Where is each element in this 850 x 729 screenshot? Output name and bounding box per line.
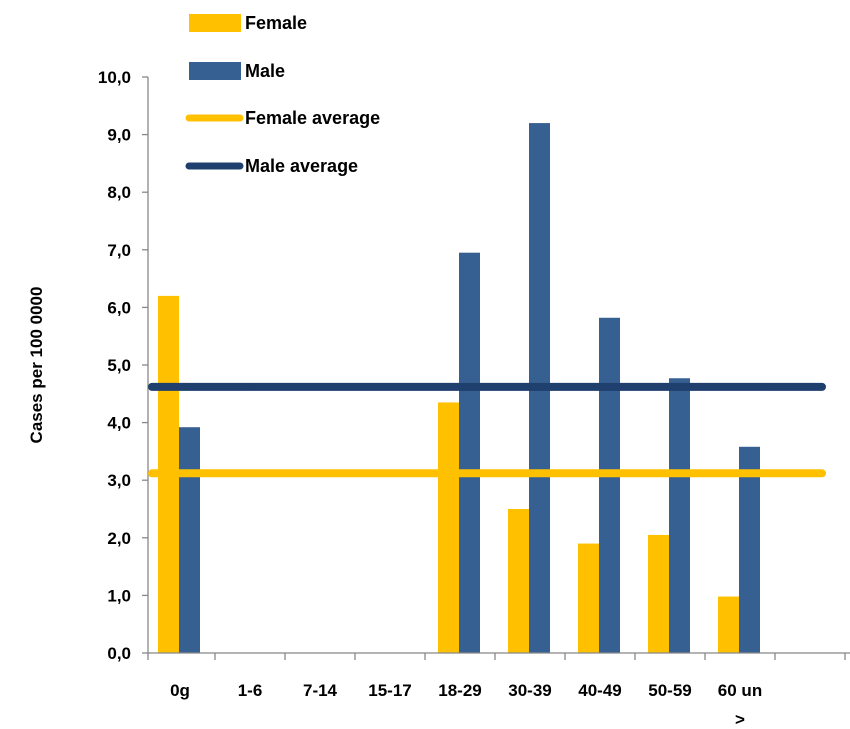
bar-female-5: [438, 402, 459, 653]
bar-layer: [158, 123, 760, 653]
x-tick-label: 1-6: [238, 681, 263, 700]
average-lines: [148, 382, 826, 478]
y-tick-label: 3,0: [107, 471, 131, 490]
bar-female-7: [578, 543, 599, 653]
y-tick-label: 8,0: [107, 183, 131, 202]
y-tick-label: 1,0: [107, 586, 131, 605]
legend-label-male: Male: [245, 61, 285, 81]
y-tick-label: 6,0: [107, 298, 131, 317]
x-tick-label: 60 un: [718, 681, 762, 700]
bar-female-9: [718, 596, 739, 653]
x-tick-label: 0g: [170, 681, 190, 700]
x-tick-label: 7-14: [303, 681, 338, 700]
y-tick-label: 0,0: [107, 644, 131, 663]
y-tick-label: 9,0: [107, 126, 131, 145]
legend-swatch-male: [189, 62, 241, 80]
x-tick-label: 18-29: [438, 681, 481, 700]
y-axis-ticks: 0,0 1,0 2,0 3,0 4,0 5,0 6,0 7,0 8,0 9,0 10,0: [98, 68, 148, 663]
legend-swatch-female: [189, 14, 241, 32]
y-tick-label: 2,0: [107, 529, 131, 548]
y-tick-label: 7,0: [107, 241, 131, 260]
bar-male-8: [669, 378, 690, 653]
x-tick-label: 15-17: [368, 681, 411, 700]
bar-male-1: [179, 427, 200, 653]
x-axis-ticks: 0g 1-6 7-14 15-17 18-29 30-39 40-49 50-59 60 un >: [147, 653, 846, 729]
x-tick-label: 50-59: [648, 681, 691, 700]
legend: Female Male Female average Male average: [185, 13, 380, 176]
legend-label-female: Female: [245, 13, 307, 33]
y-axis-label: Cases per 100 0000: [27, 287, 46, 444]
x-tick-label: 40-49: [578, 681, 621, 700]
x-tick-label: 30-39: [508, 681, 551, 700]
y-tick-label: 5,0: [107, 356, 131, 375]
legend-label-female-average: Female average: [245, 108, 380, 128]
y-tick-label: 10,0: [98, 68, 131, 87]
y-tick-label: 4,0: [107, 414, 131, 433]
bar-male-9: [739, 446, 760, 653]
legend-label-male-average: Male average: [245, 156, 358, 176]
bar-female-8: [648, 534, 669, 653]
bar-male-7: [599, 317, 620, 653]
bar-female-6: [508, 509, 529, 653]
bar-male-5: [459, 252, 480, 653]
x-tick-label: >: [735, 710, 745, 729]
